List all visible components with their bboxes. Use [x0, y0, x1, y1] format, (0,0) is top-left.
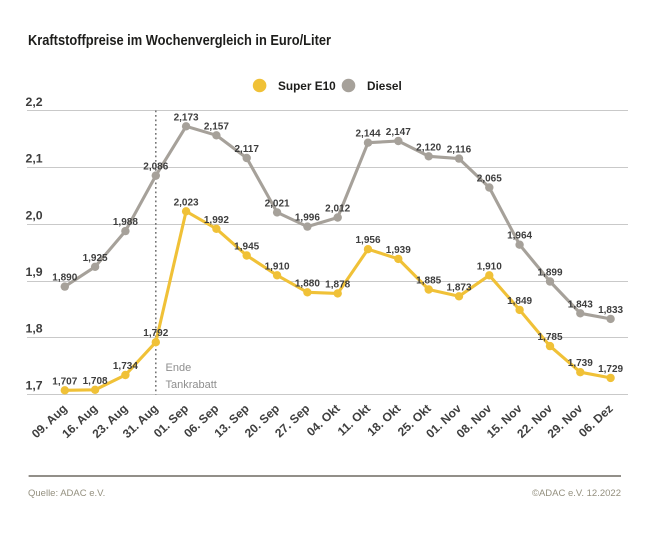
svg-text:1,849: 1,849 — [507, 296, 532, 307]
svg-text:1,992: 1,992 — [204, 215, 229, 226]
svg-text:2,0: 2,0 — [26, 208, 43, 222]
svg-text:2,157: 2,157 — [204, 121, 229, 132]
svg-text:Super E10: Super E10 — [278, 79, 336, 93]
svg-text:Quelle: ADAC e.V.: Quelle: ADAC e.V. — [28, 488, 105, 499]
svg-text:1,734: 1,734 — [113, 361, 138, 372]
svg-text:2,173: 2,173 — [174, 112, 199, 123]
svg-text:1,939: 1,939 — [386, 245, 411, 256]
svg-text:1,956: 1,956 — [355, 235, 380, 246]
svg-text:1,964: 1,964 — [507, 231, 532, 242]
svg-text:1,8: 1,8 — [26, 322, 43, 336]
svg-text:1,873: 1,873 — [446, 282, 471, 293]
svg-text:1,899: 1,899 — [537, 268, 562, 279]
svg-text:Tankrabatt: Tankrabatt — [166, 379, 217, 391]
svg-text:2,2: 2,2 — [26, 95, 43, 109]
svg-text:1,729: 1,729 — [598, 364, 623, 375]
svg-text:Diesel: Diesel — [367, 79, 402, 93]
svg-text:1,707: 1,707 — [52, 376, 77, 387]
svg-text:1,945: 1,945 — [234, 242, 259, 253]
svg-text:2,116: 2,116 — [447, 145, 472, 156]
svg-text:1,988: 1,988 — [113, 217, 138, 228]
svg-text:Kraftstoffpreise im Wochenverg: Kraftstoffpreise im Wochenvergleich in E… — [28, 33, 331, 49]
svg-text:1,739: 1,739 — [568, 358, 593, 369]
svg-text:2,065: 2,065 — [477, 174, 502, 185]
svg-text:1,878: 1,878 — [325, 279, 350, 290]
svg-text:1,880: 1,880 — [295, 278, 320, 289]
svg-text:Ende: Ende — [166, 362, 192, 374]
svg-text:1,885: 1,885 — [416, 276, 441, 287]
svg-text:2,012: 2,012 — [325, 204, 350, 215]
svg-text:2,023: 2,023 — [174, 197, 199, 208]
svg-text:2,117: 2,117 — [234, 144, 259, 155]
svg-text:1,9: 1,9 — [26, 265, 43, 279]
svg-text:2,120: 2,120 — [416, 142, 441, 153]
svg-text:1,708: 1,708 — [83, 376, 108, 387]
svg-text:1,843: 1,843 — [568, 299, 593, 310]
svg-text:1,996: 1,996 — [295, 213, 320, 224]
svg-text:1,890: 1,890 — [52, 273, 77, 284]
svg-text:1,785: 1,785 — [537, 332, 562, 343]
svg-text:1,833: 1,833 — [598, 305, 623, 316]
svg-text:1,910: 1,910 — [477, 261, 502, 272]
svg-text:2,147: 2,147 — [386, 127, 411, 138]
svg-text:1,910: 1,910 — [265, 261, 290, 272]
svg-text:2,086: 2,086 — [143, 162, 168, 173]
svg-text:2,021: 2,021 — [265, 198, 290, 209]
svg-text:1,792: 1,792 — [143, 328, 168, 339]
svg-text:1,925: 1,925 — [83, 253, 108, 264]
svg-text:2,144: 2,144 — [355, 129, 380, 140]
svg-text:©ADAC e.V. 12.2022: ©ADAC e.V. 12.2022 — [532, 488, 621, 499]
svg-text:1,7: 1,7 — [26, 378, 43, 392]
svg-text:2,1: 2,1 — [26, 152, 43, 166]
